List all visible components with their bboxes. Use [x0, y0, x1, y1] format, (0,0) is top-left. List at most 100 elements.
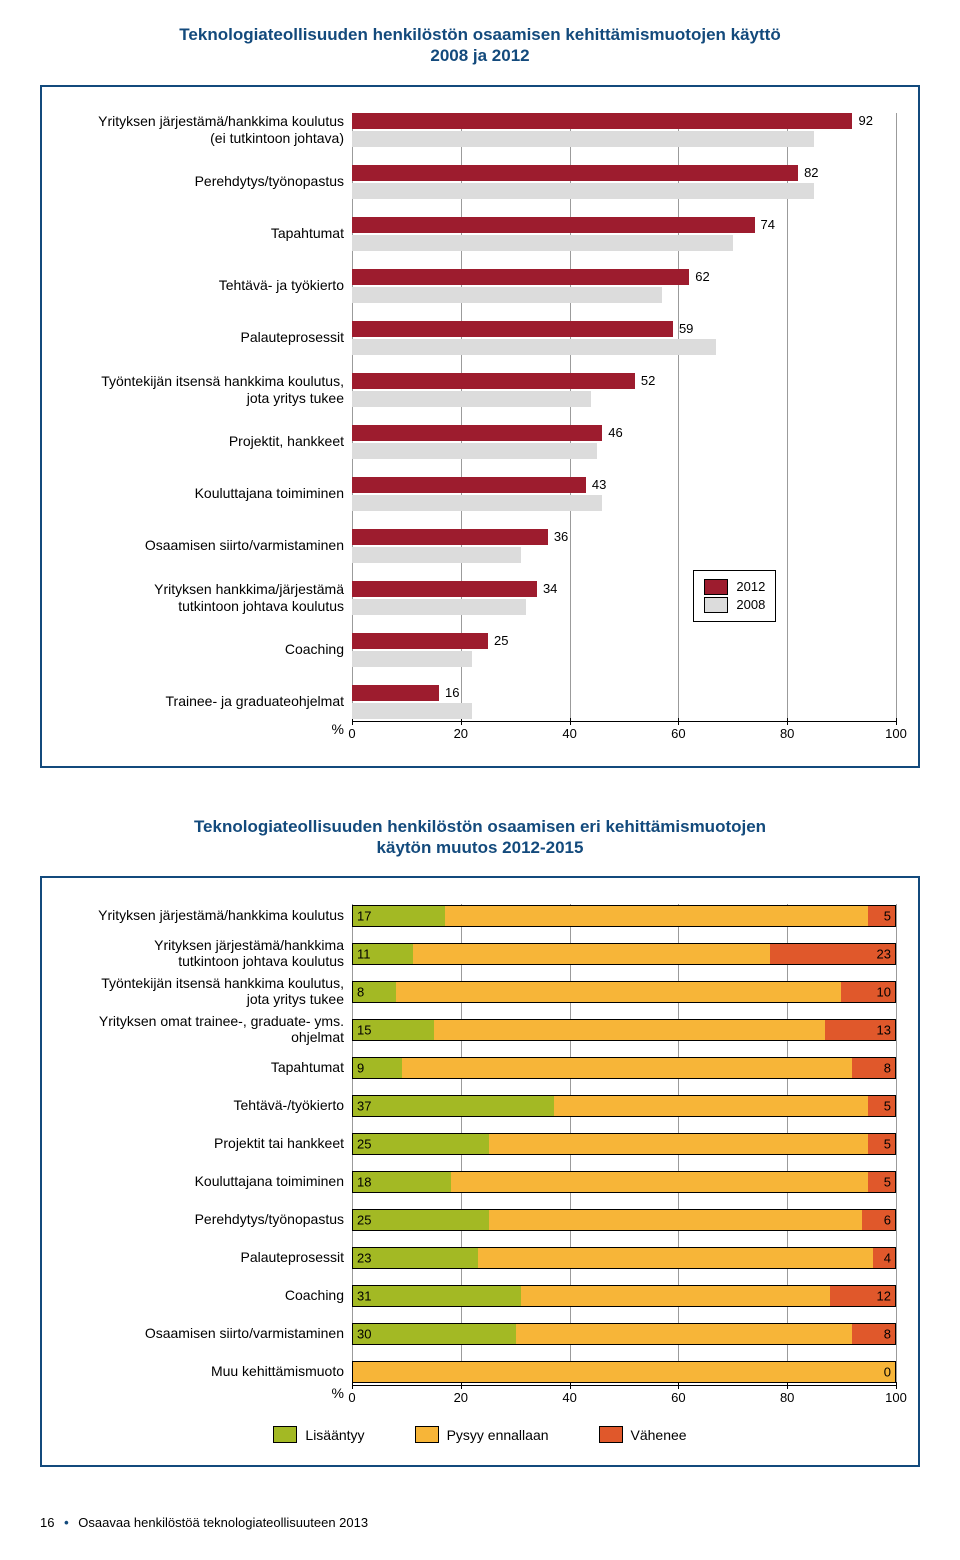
- segment-value: 18: [357, 1175, 371, 1190]
- chart1-bar-2008: [352, 235, 896, 251]
- segment-increase: 25: [353, 1210, 489, 1230]
- segment-increase: 23: [353, 1248, 478, 1268]
- page: Teknologiateollisuuden henkilöstön osaam…: [0, 0, 960, 1560]
- chart2-bar-row: 11 23: [352, 943, 896, 965]
- chart1-category-label: Trainee- ja graduateohjelmat: [166, 685, 344, 719]
- segment-decrease: 12: [830, 1286, 895, 1306]
- segment-value: 9: [357, 1061, 364, 1076]
- chart1-bar-2012: 43: [352, 477, 896, 493]
- chart2-plot: 1751123810151398375255185256234311230800: [352, 904, 896, 1383]
- segment-increase: 25: [353, 1134, 489, 1154]
- chart1-category-label: Perehdytys/työnopastus: [195, 165, 344, 199]
- chart1-bar-pair: 92: [352, 113, 896, 147]
- segment-same: [434, 1020, 824, 1040]
- segment-decrease: 13: [825, 1020, 895, 1040]
- segment-increase: 15: [353, 1020, 434, 1040]
- chart1-bar-2008: [352, 703, 896, 719]
- segment-increase: 37: [353, 1096, 554, 1116]
- segment-same: [396, 982, 840, 1002]
- chart1-bar-value: 43: [592, 477, 606, 492]
- axis-prefix: %: [64, 1385, 352, 1408]
- page-number: 16: [40, 1515, 54, 1530]
- chart1-frame: Yrityksen järjestämä/hankkima koulutus(e…: [40, 85, 920, 768]
- chart1-category-label: Palauteprosessit: [240, 321, 344, 355]
- chart2-labels: Yrityksen järjestämä/hankkima koulutusYr…: [64, 904, 352, 1383]
- chart1-bar-2008: [352, 339, 896, 355]
- chart1-bar-2012: 36: [352, 529, 896, 545]
- segment-same: [413, 944, 771, 964]
- segment-increase: 9: [353, 1058, 402, 1078]
- segment-value: 12: [877, 1289, 891, 1304]
- chart2-body: Yrityksen järjestämä/hankkima koulutusYr…: [64, 904, 896, 1383]
- chart2-category-label: Perehdytys/työnopastus: [195, 1208, 344, 1230]
- segment-value: 25: [357, 1137, 371, 1152]
- chart2-bar-row: 308: [352, 1323, 896, 1345]
- chart2-title: Teknologiateollisuuden henkilöstön osaam…: [80, 816, 880, 859]
- segment-same: [353, 1362, 895, 1382]
- chart2-axis-ticks: 020406080100: [352, 1385, 896, 1408]
- chart1-bar-value: 34: [543, 581, 557, 596]
- chart1-bar-2008: [352, 391, 896, 407]
- axis-tick: 20: [461, 1382, 462, 1390]
- legend-label: Vähenee: [631, 1427, 687, 1443]
- segment-same: [554, 1096, 868, 1116]
- chart2-category-label: Tehtävä-/työkierto: [234, 1094, 345, 1116]
- chart2-category-label: Projektit tai hankkeet: [214, 1132, 344, 1154]
- axis-tick: 80: [787, 1382, 788, 1390]
- segment-decrease: 5: [868, 906, 895, 926]
- chart1-bar-value: 46: [608, 425, 622, 440]
- segment-decrease: 8: [852, 1058, 895, 1078]
- axis-tick: 0: [352, 718, 353, 726]
- chart1-bar-value: 62: [695, 269, 709, 284]
- axis-tick: 100: [896, 1382, 897, 1390]
- segment-value: 25: [357, 1213, 371, 1228]
- chart2-bar: 11 23: [352, 943, 896, 965]
- chart1-bar-pair: 34: [352, 581, 896, 615]
- segment-value: 10: [877, 985, 891, 1000]
- legend-item: Pysyy ennallaan: [415, 1426, 549, 1443]
- chart1-category-label: Tapahtumat: [271, 217, 344, 251]
- chart1-bar-pair: 59: [352, 321, 896, 355]
- legend-item: Vähenee: [599, 1426, 687, 1443]
- chart1-bar-pair: 16: [352, 685, 896, 719]
- chart2-bar-row: 98: [352, 1057, 896, 1079]
- segment-decrease: 4: [873, 1248, 895, 1268]
- chart2-bar-row: 17 5: [352, 905, 896, 927]
- chart1-labels: Yrityksen järjestämä/hankkima koulutus(e…: [64, 113, 352, 719]
- segment-value: 15: [357, 1023, 371, 1038]
- segment-value: 11: [357, 947, 371, 962]
- chart2-bar: 25 6: [352, 1209, 896, 1231]
- segment-decrease: 5: [868, 1172, 895, 1192]
- chart2-bar-row: 18 5: [352, 1171, 896, 1193]
- segment-value: 6: [884, 1213, 891, 1228]
- segment-same: [445, 906, 868, 926]
- chart1-category-label: Kouluttajana toimiminen: [195, 477, 344, 511]
- chart1-bar-2012: 52: [352, 373, 896, 389]
- chart1-bar-2012: 82: [352, 165, 896, 181]
- segment-increase: 17: [353, 906, 445, 926]
- chart2-category-label: Yrityksen järjestämä/hankkima koulutus: [98, 904, 344, 926]
- chart1-category-label: Työntekijän itsensä hankkima koulutus,jo…: [101, 373, 344, 407]
- bullet-icon: •: [58, 1515, 75, 1530]
- chart1-bar-2008: [352, 599, 896, 615]
- axis-tick: 20: [461, 718, 462, 726]
- segment-value: 8: [357, 985, 364, 1000]
- chart2-bar: 17 5: [352, 905, 896, 927]
- chart1-bar-2008: [352, 547, 896, 563]
- chart2-bar-row: 255: [352, 1133, 896, 1155]
- chart1-bars: 928274625952464336342516: [352, 113, 896, 719]
- chart1-plot: 928274625952464336342516 20122008: [352, 113, 896, 719]
- chart1-bar-2008: [352, 443, 896, 459]
- chart1-bar-pair: 74: [352, 217, 896, 251]
- chart1-bar-value: 16: [445, 685, 459, 700]
- segment-value: 23: [877, 947, 891, 962]
- segment-value: 17: [357, 909, 371, 924]
- segment-increase: 8: [353, 982, 396, 1002]
- segment-decrease: 23: [770, 944, 895, 964]
- chart2-bar: 23 4: [352, 1247, 896, 1269]
- segment-value: 8: [884, 1061, 891, 1076]
- chart2-category-label: Coaching: [285, 1284, 344, 1306]
- axis-tick: 60: [678, 718, 679, 726]
- axis-tick: 100: [896, 718, 897, 726]
- segment-value: 5: [884, 909, 891, 924]
